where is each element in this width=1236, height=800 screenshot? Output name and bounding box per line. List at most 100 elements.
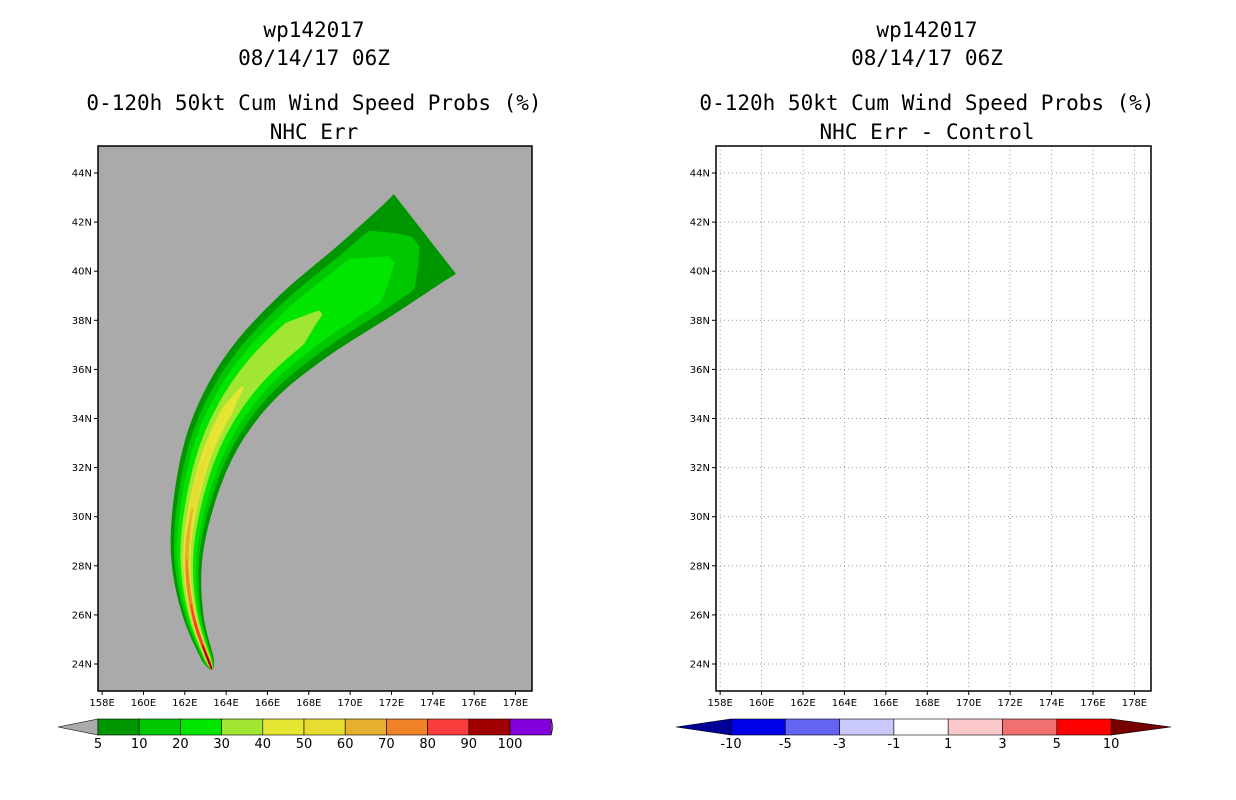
y-tick-label: 30N <box>690 512 710 523</box>
right-plot-background <box>716 146 1151 691</box>
left-plot-background <box>98 146 532 691</box>
colorbar-label: 50 <box>296 737 313 752</box>
colorbar-label: 30 <box>213 737 230 752</box>
colorbar-segment <box>468 718 511 736</box>
probability-swath <box>170 194 456 670</box>
y-tick-label: 26N <box>690 610 710 621</box>
x-tick-label: 170E <box>956 698 981 709</box>
y-tick-label: 24N <box>72 659 92 670</box>
y-tick-label: 36N <box>72 365 92 376</box>
colorbar-label: 1 <box>944 737 952 752</box>
swath-band-90pct <box>202 645 213 670</box>
colorbar-label: 60 <box>337 737 354 752</box>
x-tick-label: 172E <box>379 698 404 709</box>
x-tick-label: 166E <box>873 698 898 709</box>
colorbar-label: 100 <box>498 737 523 752</box>
x-tick-label: 174E <box>1039 698 1064 709</box>
right-chart-title: 0-120h 50kt Cum Wind Speed Probs (%) <box>699 91 1155 115</box>
x-tick-label: 168E <box>915 698 940 709</box>
y-tick-label: 38N <box>690 316 710 327</box>
right-axes: 158E 160E 162E 164E 166E 168E 170E 172E 174E 176E… <box>690 169 1147 709</box>
y-tick-label: 26N <box>72 610 92 621</box>
y-tick-label: 44N <box>690 169 710 180</box>
colorbar-label: 5 <box>1053 737 1061 752</box>
x-tick-label: 160E <box>131 698 156 709</box>
x-tick-label: 176E <box>461 698 486 709</box>
y-tick-label: 42N <box>690 218 710 229</box>
y-tick-label: 38N <box>72 316 92 327</box>
colorbar-label: -3 <box>833 737 846 752</box>
left-chart-title: 0-120h 50kt Cum Wind Speed Probs (%) <box>86 91 542 115</box>
colorbar-segment <box>221 718 264 736</box>
colorbar-label: 10 <box>1103 737 1120 752</box>
y-tick-label: 24N <box>690 659 710 670</box>
colorbar-segment <box>509 718 552 736</box>
left-storm-id: wp142017 <box>263 18 365 42</box>
colorbar-segment <box>344 718 387 736</box>
x-tick-label: 168E <box>296 698 321 709</box>
colorbar-segment <box>138 718 181 736</box>
colorbar-label: 10 <box>131 737 148 752</box>
colorbar-segment <box>730 718 786 736</box>
left-datetime: 08/14/17 06Z <box>238 46 390 70</box>
colorbar-segment <box>303 718 346 736</box>
colorbar-segment <box>784 718 840 736</box>
left-colorbar: 5 10 20 30 40 50 60 70 80 90 100 <box>57 718 554 752</box>
colorbar-label: -1 <box>887 737 900 752</box>
colorbar-under-triangle <box>57 718 99 736</box>
right-datetime: 08/14/17 06Z <box>851 46 1003 70</box>
colorbar-segment <box>1002 718 1058 736</box>
x-tick-label: 178E <box>1122 698 1147 709</box>
y-tick-label: 32N <box>72 463 92 474</box>
x-tick-label: 160E <box>749 698 774 709</box>
colorbar-segment <box>180 718 222 736</box>
x-tick-label: 172E <box>997 698 1022 709</box>
colorbar-segment <box>947 718 1003 736</box>
x-tick-label: 176E <box>1080 698 1105 709</box>
y-tick-label: 28N <box>72 561 92 572</box>
right-chart: 158E 160E 162E 164E 166E 168E 170E 172E 174E 176E… <box>690 145 1152 709</box>
colorbar-segment <box>427 718 470 736</box>
x-tick-label: 162E <box>790 698 815 709</box>
right-colorbar: -10 -5 -3 -1 1 3 5 10 <box>675 718 1172 752</box>
swath-band-5pct <box>170 194 456 670</box>
colorbar-label: -5 <box>779 737 792 752</box>
colorbar-segment <box>262 718 305 736</box>
colorbar-over-triangle <box>1110 718 1172 736</box>
colorbar-label: 3 <box>998 737 1006 752</box>
left-chart-subtitle: NHC Err <box>269 120 359 144</box>
y-tick-label: 30N <box>72 512 92 523</box>
x-tick-label: 158E <box>89 698 114 709</box>
right-chart-subtitle: NHC Err - Control <box>819 120 1035 144</box>
y-tick-label: 40N <box>690 267 710 278</box>
x-tick-label: 174E <box>420 698 445 709</box>
colorbar-label: 5 <box>94 737 102 752</box>
x-tick-label: 170E <box>337 698 362 709</box>
swath-band-40pct <box>183 386 244 670</box>
colorbar-label: -10 <box>720 737 741 752</box>
colorbar-under-triangle <box>675 718 732 736</box>
colorbar-segment <box>97 718 140 736</box>
y-tick-label: 36N <box>690 365 710 376</box>
x-tick-label: 164E <box>213 698 238 709</box>
x-tick-label: 178E <box>503 698 528 709</box>
left-chart: 158E 160E 162E 164E 166E 168E 170E 172E 174E 176E… <box>72 145 533 709</box>
y-tick-label: 28N <box>690 561 710 572</box>
y-tick-label: 32N <box>690 463 710 474</box>
right-storm-id: wp142017 <box>876 18 978 42</box>
y-tick-label: 44N <box>72 169 92 180</box>
x-tick-label: 166E <box>255 698 280 709</box>
colorbar-segment <box>386 718 428 736</box>
y-tick-label: 34N <box>690 414 710 425</box>
swath-band-30pct <box>180 310 323 670</box>
colorbar-label: 40 <box>255 737 272 752</box>
colorbar-label: 80 <box>419 737 436 752</box>
colorbar-label: 20 <box>172 737 189 752</box>
right-gridlines <box>716 146 1151 691</box>
colorbar-segment <box>1056 718 1112 736</box>
x-tick-label: 158E <box>707 698 732 709</box>
colorbar-label: 90 <box>461 737 478 752</box>
y-tick-label: 40N <box>72 267 92 278</box>
colorbar-segment <box>893 718 949 736</box>
